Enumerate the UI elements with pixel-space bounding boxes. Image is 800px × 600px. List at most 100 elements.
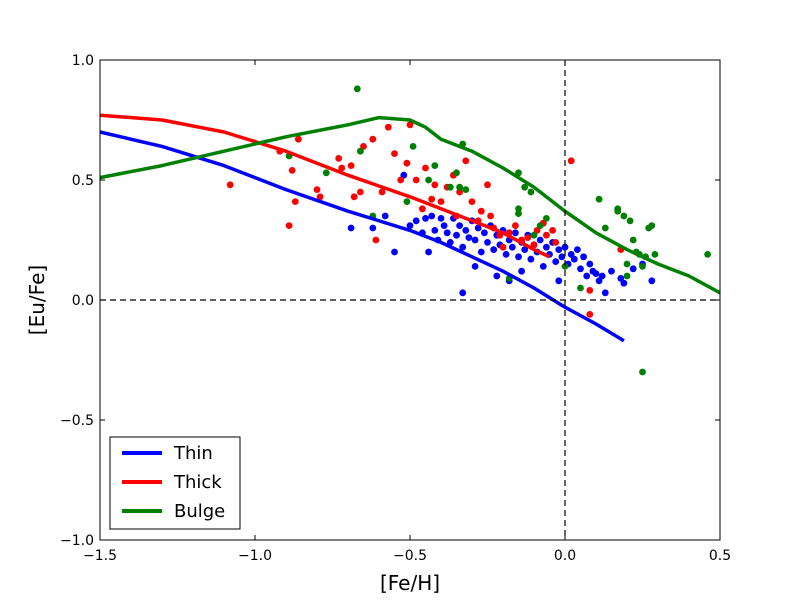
data-point-thick xyxy=(462,157,470,165)
data-point-thick xyxy=(372,236,380,244)
data-point-bulge xyxy=(446,183,454,191)
data-point-bulge xyxy=(357,147,364,155)
data-point-thin xyxy=(648,277,656,285)
data-point-thin xyxy=(592,270,600,277)
legend-label-thin: Thin xyxy=(173,443,213,464)
data-point-thick xyxy=(291,198,299,206)
data-point-bulge xyxy=(648,222,656,230)
data-point-thin xyxy=(518,267,525,275)
data-point-thick xyxy=(419,205,426,213)
x-tick-label: −1.5 xyxy=(83,548,117,564)
data-point-thin xyxy=(437,215,445,222)
data-point-thin xyxy=(555,277,563,285)
legend-label-thick: Thick xyxy=(173,472,222,493)
data-point-thin xyxy=(577,265,584,273)
data-point-thick xyxy=(586,311,594,318)
data-point-bulge xyxy=(453,169,460,177)
data-point-thin xyxy=(502,251,510,258)
data-point-thick xyxy=(316,193,324,201)
data-point-thick xyxy=(338,164,346,172)
data-point-thick xyxy=(335,155,343,162)
data-point-thin xyxy=(574,246,581,254)
data-point-thin xyxy=(558,253,566,261)
data-point-thin xyxy=(580,253,587,261)
data-point-thick xyxy=(285,222,293,230)
data-point-thin xyxy=(555,246,563,254)
data-point-bulge xyxy=(626,217,634,225)
data-point-thick xyxy=(403,159,411,167)
data-point-thin xyxy=(629,265,637,273)
data-point-bulge xyxy=(614,207,622,215)
data-point-thick xyxy=(397,176,405,184)
data-point-bulge xyxy=(629,236,637,244)
data-point-thick xyxy=(543,231,550,239)
data-point-thick xyxy=(468,198,476,206)
data-point-thin xyxy=(617,275,625,282)
data-point-thin xyxy=(561,243,569,251)
data-point-thick xyxy=(484,181,491,189)
data-point-thick xyxy=(549,227,556,234)
data-point-bulge xyxy=(577,284,584,292)
data-point-thick xyxy=(586,287,594,294)
data-point-thin xyxy=(412,217,420,225)
series-thick-points xyxy=(226,121,625,318)
data-point-thick xyxy=(530,241,538,249)
data-point-bulge xyxy=(704,251,711,258)
x-tick-label: 0.5 xyxy=(709,548,731,564)
data-point-thick xyxy=(226,181,234,189)
data-point-thick xyxy=(437,198,445,206)
data-point-thick xyxy=(313,186,321,194)
data-point-bulge xyxy=(456,183,463,191)
data-point-bulge xyxy=(530,231,538,239)
data-point-thin xyxy=(428,212,436,220)
series-line-thin xyxy=(99,130,625,343)
data-point-thick xyxy=(512,222,519,230)
data-point-thick xyxy=(487,212,494,220)
data-point-thin xyxy=(490,246,498,254)
data-point-bulge xyxy=(527,188,535,196)
data-point-thin xyxy=(462,227,470,234)
data-point-thin xyxy=(347,224,355,232)
data-point-thin xyxy=(583,272,591,280)
data-point-thin xyxy=(521,246,529,254)
y-tick-label: 0.0 xyxy=(72,293,94,309)
data-point-bulge xyxy=(623,272,631,280)
data-point-bulge xyxy=(536,222,544,230)
data-point-thin xyxy=(477,248,485,256)
legend-label-bulge: Bulge xyxy=(174,501,225,522)
data-point-thick xyxy=(567,157,575,165)
data-point-thick xyxy=(431,181,439,189)
data-point-bulge xyxy=(353,85,361,93)
data-point-thin xyxy=(471,236,479,244)
data-point-bulge xyxy=(425,176,432,184)
data-point-thin xyxy=(536,236,544,244)
plot-marks xyxy=(99,60,721,540)
data-point-thin xyxy=(406,222,414,230)
data-point-thin xyxy=(459,243,467,251)
data-point-bulge xyxy=(515,210,522,218)
data-point-thick xyxy=(288,167,296,174)
data-point-thick xyxy=(350,193,358,201)
data-point-thin xyxy=(422,215,429,222)
data-point-bulge xyxy=(620,212,628,220)
data-point-bulge xyxy=(639,263,646,270)
data-point-thick xyxy=(552,239,560,246)
data-point-thin xyxy=(440,222,448,230)
x-tick-label: −0.5 xyxy=(393,548,427,564)
data-point-thick xyxy=(378,188,386,196)
data-point-thin xyxy=(481,229,488,237)
data-point-bulge xyxy=(601,224,609,232)
data-point-thin xyxy=(543,243,550,251)
data-point-thin xyxy=(484,239,491,246)
x-tick-label: 0.0 xyxy=(554,548,576,564)
data-point-bulge xyxy=(639,368,646,376)
data-point-thin xyxy=(425,248,432,256)
data-point-thick xyxy=(428,195,436,203)
x-tick-label: −1.0 xyxy=(238,548,272,564)
data-point-thin xyxy=(552,258,560,265)
data-point-thin xyxy=(512,229,519,237)
data-point-thin xyxy=(539,263,547,270)
axis-ticks: −1.5 −1.0 −0.5 0.0 0.5−1.0−0.50.00.51.0 xyxy=(60,53,731,564)
data-point-thin xyxy=(465,234,473,242)
data-point-thick xyxy=(412,176,420,184)
